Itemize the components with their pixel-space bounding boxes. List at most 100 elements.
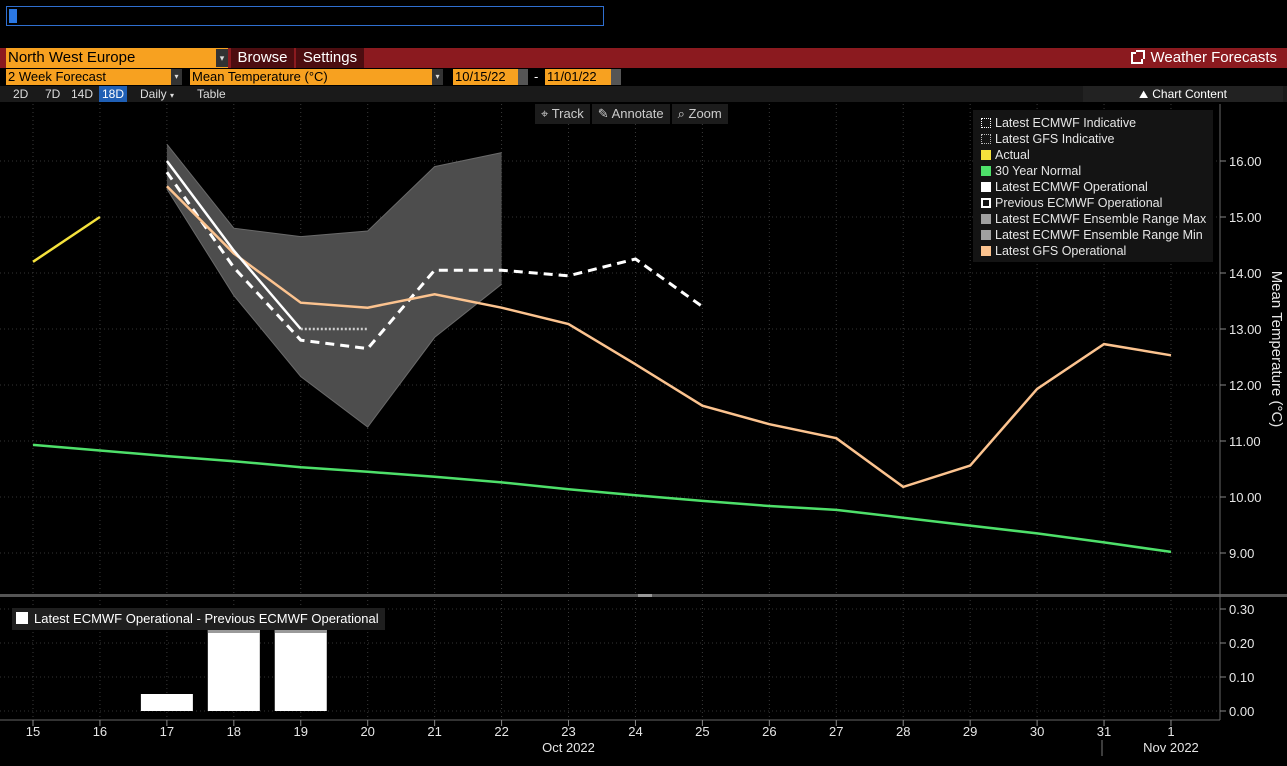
- x-tick-label: 24: [628, 724, 642, 739]
- legend-item[interactable]: Actual: [981, 147, 1030, 163]
- x-tick-label: 1: [1167, 724, 1174, 739]
- y-tick-label: 15.00: [1229, 210, 1262, 225]
- series-latest-gfs: [166, 185, 1172, 489]
- y-tick-label: 9.00: [1229, 546, 1254, 561]
- x-tick-label: 31: [1097, 724, 1111, 739]
- chevron-down-icon[interactable]: ▾: [171, 69, 182, 85]
- subchart-legend: Latest ECMWF Operational - Previous ECMW…: [12, 608, 385, 630]
- x-tick-label: 30: [1030, 724, 1044, 739]
- legend-item[interactable]: Latest ECMWF Ensemble Range Min: [981, 227, 1203, 243]
- weather-forecasts-label: Weather Forecasts: [1150, 49, 1277, 66]
- metric-select[interactable]: Mean Temperature (°C) ▾: [190, 69, 443, 85]
- range-18d-button[interactable]: 18D: [99, 86, 128, 102]
- crosshair-icon: ⌖: [541, 106, 549, 121]
- y-tick-label: 0.00: [1229, 704, 1254, 719]
- y-tick-label: 0.30: [1229, 602, 1254, 617]
- legend-label: Previous ECMWF Operational: [995, 196, 1163, 210]
- x-axis-ticks: 15 16 17 18 19 20 21 22 23 24 25 26 27 28 29 30 31 1 Oct 2…: [26, 720, 1199, 756]
- calendar-icon[interactable]: [518, 69, 528, 85]
- legend-swatch: [981, 214, 991, 224]
- period-select[interactable]: Daily ▾: [140, 86, 174, 102]
- magnifier-icon: ⌕: [677, 106, 685, 121]
- x-tick-label: 16: [93, 724, 107, 739]
- legend-item[interactable]: Latest ECMWF Ensemble Range Max: [981, 211, 1206, 227]
- x-tick-label: 21: [427, 724, 441, 739]
- x-tick-label: 15: [26, 724, 40, 739]
- x-tick-label: 17: [160, 724, 174, 739]
- x-tick-label: 19: [294, 724, 308, 739]
- series-ensemble-min: [166, 188, 502, 428]
- start-date-field[interactable]: 10/15/22: [453, 69, 528, 85]
- series-latest-ecmwf: [165, 160, 302, 330]
- end-date-value: 11/01/22: [547, 69, 597, 84]
- legend-label: Latest GFS Operational: [995, 244, 1127, 258]
- browse-button[interactable]: Browse: [231, 48, 294, 68]
- x-tick-label: 22: [494, 724, 508, 739]
- legend-item[interactable]: Latest ECMWF Indicative: [981, 115, 1136, 131]
- range-2d-button[interactable]: 2D: [13, 87, 29, 101]
- legend-label: Latest ECMWF Indicative: [995, 116, 1137, 130]
- range-row: 2D 7D 14D 18D Daily ▾ Table: [0, 86, 1287, 102]
- y-tick-label: 13.00: [1229, 322, 1262, 337]
- legend-swatch: [981, 230, 991, 240]
- annotate-label: Annotate: [611, 106, 664, 121]
- legend-label: Actual: [995, 148, 1030, 162]
- end-date-field[interactable]: 11/01/22: [545, 69, 621, 85]
- chevron-down-icon[interactable]: ▾: [432, 69, 443, 85]
- track-button[interactable]: ⌖ Track: [535, 104, 590, 124]
- drag-handle-icon[interactable]: [638, 594, 652, 597]
- table-button[interactable]: Table: [197, 87, 226, 101]
- zoom-button[interactable]: ⌕ Zoom: [671, 104, 728, 124]
- range-7d-button[interactable]: 7D: [45, 87, 61, 101]
- command-line[interactable]: [6, 6, 604, 26]
- chart-content-label: Chart Content: [1152, 87, 1227, 101]
- legend-item[interactable]: Latest GFS Indicative: [981, 131, 1115, 147]
- main-plot: [32, 143, 1172, 554]
- chart-tools: ⌖ Track ✎ Annotate ⌕ Zoom: [535, 104, 728, 124]
- legend-item[interactable]: 30 Year Normal: [981, 163, 1081, 179]
- series-30-year-normal: [32, 443, 1172, 554]
- legend-item[interactable]: Previous ECMWF Operational: [981, 195, 1162, 211]
- x-tick-label: 26: [762, 724, 776, 739]
- x-tick-label: 20: [360, 724, 374, 739]
- legend-swatch: [981, 182, 991, 192]
- y-tick-label: 16.00: [1229, 154, 1262, 169]
- annotate-button[interactable]: ✎ Annotate: [591, 104, 670, 124]
- settings-button[interactable]: Settings: [296, 48, 364, 68]
- ensemble-range-band: [166, 144, 502, 427]
- x-tick-label: 23: [561, 724, 575, 739]
- y-tick-label: 12.00: [1229, 378, 1262, 393]
- region-select[interactable]: North West Europe ▾: [6, 48, 228, 68]
- region-label: North West Europe: [8, 49, 136, 66]
- chart-content-button[interactable]: ⛰ Chart Content: [1083, 86, 1283, 102]
- y-tick-label: 11.00: [1229, 434, 1261, 449]
- start-date-value: 10/15/22: [455, 69, 506, 84]
- sub-y-axis-ticks: 0.00 0.10 0.20 0.30: [1220, 602, 1254, 719]
- series-actual: [32, 215, 101, 263]
- legend-label: Latest ECMWF Ensemble Range Max: [995, 212, 1207, 226]
- zoom-label: Zoom: [688, 106, 722, 121]
- weather-forecasts-link[interactable]: Weather Forecasts: [1130, 48, 1277, 68]
- legend-swatch: [981, 134, 991, 144]
- bar: [140, 694, 193, 711]
- range-14d-button[interactable]: 14D: [71, 87, 94, 101]
- calendar-icon[interactable]: [611, 69, 621, 85]
- legend-item[interactable]: Latest ECMWF Operational: [981, 179, 1148, 195]
- legend-swatch: [16, 612, 28, 624]
- series-ensemble-max: [166, 143, 502, 238]
- track-label: Track: [551, 106, 584, 121]
- date-separator: -: [534, 69, 539, 84]
- legend-label: Latest ECMWF Ensemble Range Min: [995, 228, 1203, 242]
- y-tick-label: 0.10: [1229, 670, 1254, 685]
- cursor-caret: [9, 9, 17, 23]
- legend-swatch: [981, 166, 991, 176]
- forecast-select[interactable]: 2 Week Forecast ▾: [6, 69, 182, 85]
- chevron-down-icon[interactable]: ▾: [216, 49, 228, 67]
- forecast-label: 2 Week Forecast: [8, 69, 107, 84]
- pencil-icon: ✎: [597, 106, 609, 121]
- chevron-down-icon: ▾: [170, 91, 175, 100]
- y-axis-ticks: 9.00 10.00 11.00 12.00 13.00 14.00 15.00 16.00: [1220, 154, 1262, 561]
- legend-swatch: [981, 150, 991, 160]
- chart-legend: Latest ECMWF Indicative Latest GFS Indica…: [973, 110, 1213, 262]
- legend-item[interactable]: Latest GFS Operational: [981, 243, 1126, 259]
